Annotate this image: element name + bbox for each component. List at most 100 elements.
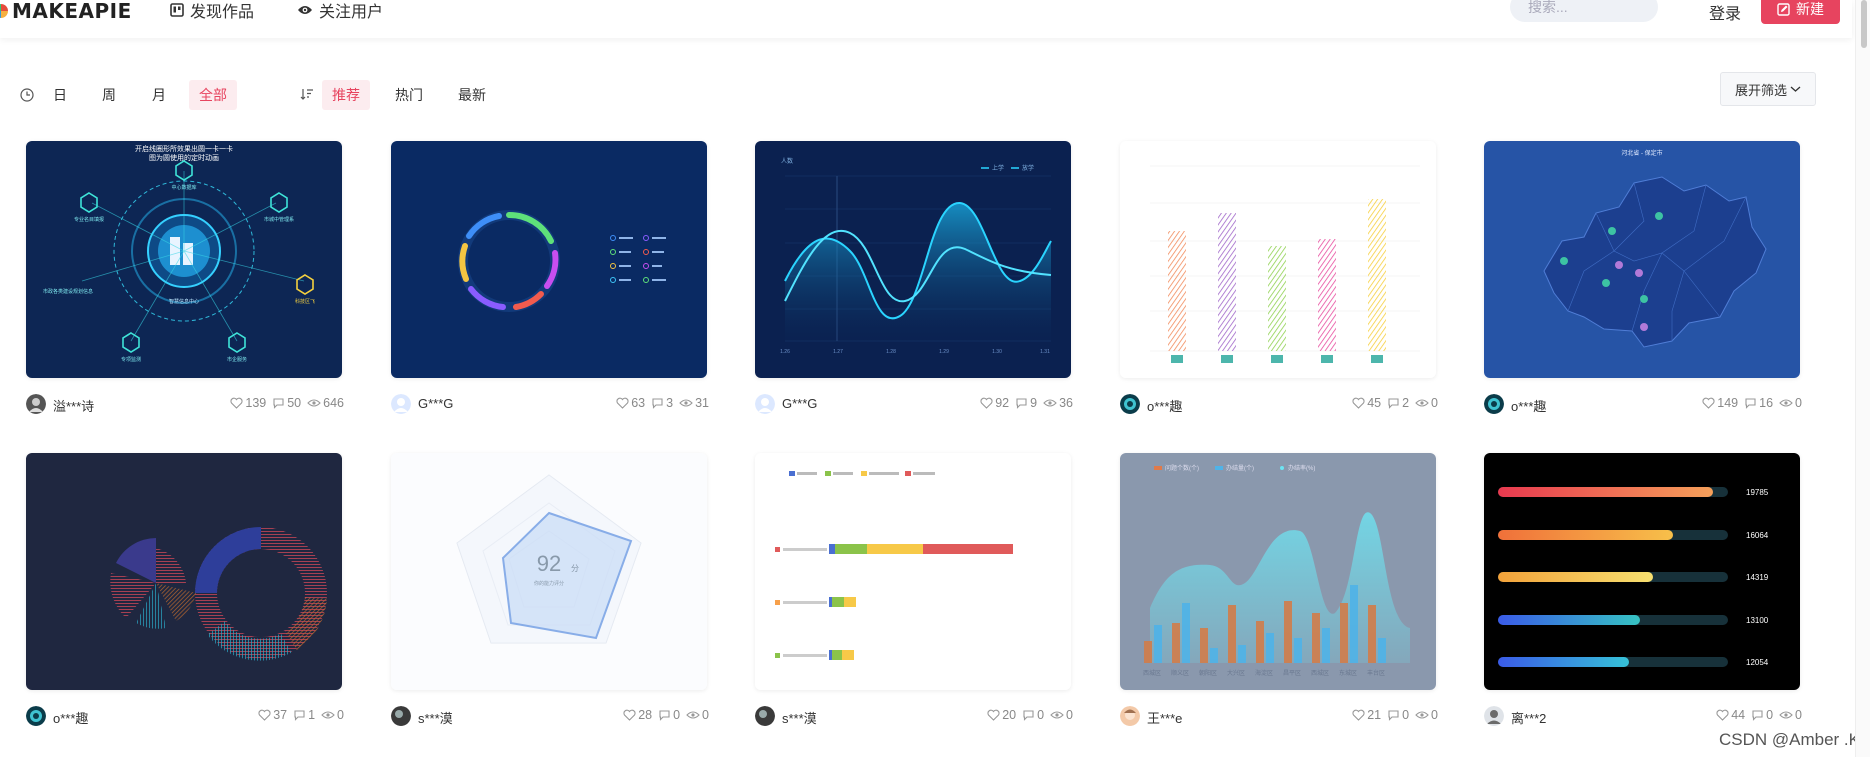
t10-value-2: 14319 xyxy=(1746,573,1769,582)
t5-title: 河北省 - 保定市 xyxy=(1621,149,1662,157)
heart-icon xyxy=(1716,709,1729,721)
comment-icon xyxy=(1752,710,1763,721)
view-count: 0 xyxy=(702,708,709,722)
work-thumbnail[interactable] xyxy=(391,141,707,378)
like-count: 37 xyxy=(273,708,288,722)
work-thumbnail[interactable] xyxy=(755,453,1071,690)
t3-ylabel: 人数 xyxy=(781,157,793,165)
work-card[interactable]: 开启线圈形所效果出圆一卡一卡 图为圆使用的定时动画 中心数据库 专业名目填报 市… xyxy=(26,141,344,417)
new-button[interactable]: 新建 xyxy=(1761,0,1840,24)
t1-title-a: 开启线圈形所效果出圆一卡一卡 xyxy=(135,144,233,153)
work-stats: 28 0 0 xyxy=(617,708,709,722)
avatar[interactable] xyxy=(1484,394,1504,414)
avatar[interactable] xyxy=(755,706,775,726)
edit-icon xyxy=(1777,2,1790,16)
work-card[interactable]: 19785 16064 14319 13100 12054 离***2 44 0… xyxy=(1484,453,1802,729)
work-thumbnail[interactable]: 问题个数(个) 办结量(个) 办结率(%) 西城区 顺义区 朝阳区 大兴区 海淀… xyxy=(1120,453,1436,690)
work-thumbnail[interactable]: 92 分 你的能力评分 xyxy=(391,453,707,690)
page-scrollbar[interactable] xyxy=(1855,0,1870,757)
avatar[interactable] xyxy=(391,394,411,414)
t9-x-6: 西城区 xyxy=(1311,670,1329,677)
watermark: CSDN @Amber .K xyxy=(1718,730,1860,749)
t9-legend-2: 办结率(%) xyxy=(1288,464,1315,472)
comment-count: 16 xyxy=(1759,396,1774,410)
work-card[interactable]: 河北省 - 保定市 o***趣 149 16 0 xyxy=(1484,141,1802,417)
work-card[interactable]: s***漠 20 0 0 xyxy=(755,453,1073,729)
sort-recommend[interactable]: 推荐 xyxy=(322,80,370,110)
t7-sub: 你的能力评分 xyxy=(534,580,564,587)
comment-count: 0 xyxy=(1037,708,1045,722)
work-thumbnail[interactable]: 河北省 - 保定市 xyxy=(1484,141,1800,378)
like-count: 63 xyxy=(631,396,646,410)
work-card[interactable]: o***趣 45 2 0 xyxy=(1120,141,1438,417)
work-thumbnail[interactable]: 开启线圈形所效果出圆一卡一卡 图为圆使用的定时动画 中心数据库 专业名目填报 市… xyxy=(26,141,342,378)
eye-icon xyxy=(307,399,321,407)
avatar[interactable] xyxy=(1120,394,1140,414)
view-count: 0 xyxy=(1066,708,1073,722)
sort-hot[interactable]: 热门 xyxy=(395,87,423,103)
work-card[interactable]: 人数 上学 放学 1.26 1.27 1.28 1.29 1.30 1.31 G… xyxy=(755,141,1073,417)
work-thumbnail[interactable]: 人数 上学 放学 1.26 1.27 1.28 1.29 1.30 1.31 xyxy=(755,141,1071,378)
expand-filter-button[interactable]: 展开筛选 xyxy=(1720,72,1816,106)
author-name[interactable]: s***漠 xyxy=(418,711,453,726)
work-thumbnail[interactable] xyxy=(1120,141,1436,378)
avatar[interactable] xyxy=(26,706,46,726)
author-name[interactable]: G***G xyxy=(782,396,818,411)
nav-discover[interactable]: 发现作品 xyxy=(170,0,254,21)
author-name[interactable]: o***趣 xyxy=(1511,399,1547,414)
comment-icon xyxy=(1388,398,1399,409)
eye-icon xyxy=(321,711,335,719)
eye-icon xyxy=(298,6,312,14)
author-name[interactable]: o***趣 xyxy=(53,711,89,726)
search-input[interactable] xyxy=(1510,0,1658,22)
author-name[interactable]: G***G xyxy=(418,396,454,411)
author-name[interactable]: 王***e xyxy=(1147,711,1183,726)
like-count: 92 xyxy=(995,396,1010,410)
logo-text: MAKEAPIE xyxy=(12,0,132,23)
work-thumbnail[interactable] xyxy=(26,453,342,690)
work-stats: 20 0 0 xyxy=(981,708,1073,722)
scrollbar-thumb[interactable] xyxy=(1861,0,1867,48)
chevron-down-icon xyxy=(1790,86,1801,92)
t3-legend-0: 上学 xyxy=(992,164,1004,172)
author-name[interactable]: 溢***诗 xyxy=(53,399,95,414)
comment-count: 0 xyxy=(1766,708,1774,722)
work-card[interactable]: o***趣 37 1 0 xyxy=(26,453,344,729)
t1-node-6: 专项监测 xyxy=(121,356,141,363)
t9-x-1: 顺义区 xyxy=(1171,670,1189,677)
comment-count: 50 xyxy=(287,396,302,410)
avatar[interactable] xyxy=(1484,706,1504,726)
eye-icon xyxy=(679,399,693,407)
author-name[interactable]: o***趣 xyxy=(1147,399,1183,414)
filter-month[interactable]: 月 xyxy=(152,87,166,103)
like-count: 45 xyxy=(1367,396,1382,410)
author-name[interactable]: s***漠 xyxy=(782,711,817,726)
like-count: 44 xyxy=(1731,708,1746,722)
t3-x-2: 1.28 xyxy=(886,349,896,355)
site-logo[interactable]: MAKEAPIE xyxy=(0,0,132,23)
work-thumbnail[interactable]: 19785 16064 14319 13100 12054 xyxy=(1484,453,1800,690)
work-card[interactable]: 问题个数(个) 办结量(个) 办结率(%) 西城区 顺义区 朝阳区 大兴区 海淀… xyxy=(1120,453,1438,729)
nav-following[interactable]: 关注用户 xyxy=(297,0,383,21)
avatar[interactable] xyxy=(26,394,46,414)
filter-week[interactable]: 周 xyxy=(102,87,116,103)
work-card[interactable]: G***G 63 3 31 xyxy=(391,141,709,417)
avatar[interactable] xyxy=(755,394,775,414)
t3-x-1: 1.27 xyxy=(833,349,843,355)
heart-icon xyxy=(980,397,993,409)
t7-score: 92 xyxy=(537,551,561,576)
avatar[interactable] xyxy=(1120,706,1140,726)
sort-latest[interactable]: 最新 xyxy=(458,87,486,103)
filter-day[interactable]: 日 xyxy=(53,87,67,103)
view-count: 0 xyxy=(1795,708,1802,722)
work-card[interactable]: 92 分 你的能力评分 s***漠 28 0 0 xyxy=(391,453,709,729)
login-link[interactable]: 登录 xyxy=(1709,6,1742,23)
t1-node-0: 智慧信息中心 xyxy=(169,298,199,305)
view-count: 31 xyxy=(695,396,709,410)
avatar[interactable] xyxy=(391,706,411,726)
filter-all[interactable]: 全部 xyxy=(189,80,237,110)
t9-x-0: 西城区 xyxy=(1143,670,1161,677)
comment-icon xyxy=(1388,710,1399,721)
author-name[interactable]: 离***2 xyxy=(1511,711,1547,726)
board-icon xyxy=(170,3,184,17)
